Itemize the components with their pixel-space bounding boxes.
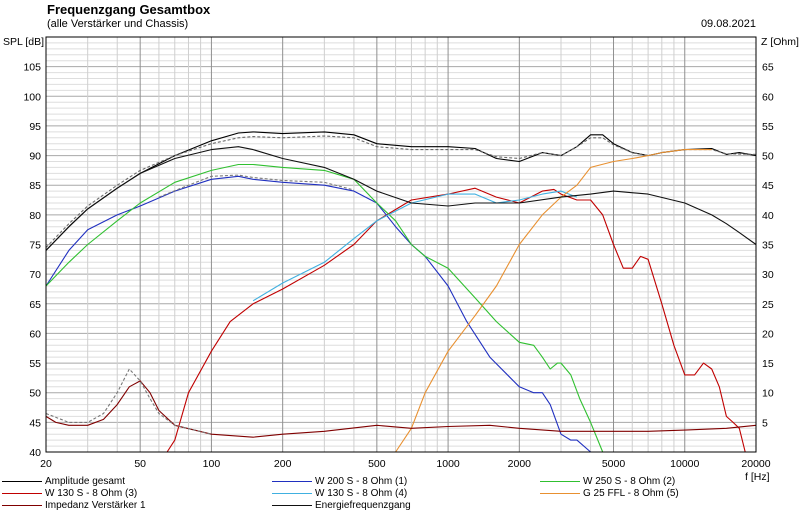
series-line-w-250-s-8-ohm-2 [45, 163, 604, 453]
y-tick-label-left: 60 [29, 328, 41, 340]
y-tick-label-right: 10 [762, 388, 774, 400]
plot-frame [45, 36, 757, 453]
x-tick-label: 10000 [670, 458, 699, 470]
grid [46, 37, 756, 452]
y-tick-label-right: 20 [762, 328, 774, 340]
legend-item-energiefrequenzgang: Energiefrequenzgang [272, 500, 411, 511]
legend-swatch [272, 505, 312, 506]
y-tick-label-left: 40 [29, 447, 41, 459]
x-axis-label: f [Hz] [745, 471, 770, 483]
y-tick-label-right: 5 [762, 417, 768, 429]
y-tick-label-left: 95 [29, 121, 41, 133]
series-line-impedanz-verst-rker-1 [45, 380, 757, 438]
series-line-impedanz-verst-rker-1-referenz [45, 368, 212, 435]
y-tick-label-left: 70 [29, 269, 41, 281]
series-line-energiefrequenzgang [45, 146, 757, 251]
y-tick-label-left: 80 [29, 210, 41, 222]
legend-swatch [2, 481, 42, 482]
x-tick-label: 500 [368, 458, 386, 470]
y-tick-label-left: 105 [23, 62, 41, 74]
y-tick-label-right: 55 [762, 121, 774, 133]
y-tick-label-left: 45 [29, 417, 41, 429]
chart-title: Frequenzgang Gesamtbox [47, 2, 211, 17]
legend-label: W 200 S - 8 Ohm (1) [315, 476, 408, 487]
legend-label: W 130 S - 8 Ohm (3) [45, 488, 138, 499]
x-tick-label: 20 [40, 458, 52, 470]
y-tick-label-left: 55 [29, 358, 41, 370]
x-tick-label: 200 [274, 458, 292, 470]
x-tick-label: 100 [203, 458, 221, 470]
x-tick-label: 5000 [602, 458, 626, 470]
series-line-w-130-s-8-ohm-4 [252, 190, 578, 302]
y-tick-label-left: 75 [29, 240, 41, 252]
legend-label: Impedanz Verstärker 1 [45, 500, 146, 511]
legend-item-w250s-2: W 250 S - 8 Ohm (2) [540, 476, 675, 487]
legend-swatch [540, 481, 580, 482]
legend-label: W 250 S - 8 Ohm (2) [583, 476, 676, 487]
y-tick-label-left: 90 [29, 151, 41, 163]
y-tick-label-right: 45 [762, 180, 774, 192]
y-tick-label-right: 60 [762, 91, 774, 103]
legend-swatch [2, 493, 42, 494]
y-tick-label-right: 40 [762, 210, 774, 222]
y-tick-label-right: 50 [762, 151, 774, 163]
legend-item-w130s-3: W 130 S - 8 Ohm (3) [2, 488, 137, 499]
legend-swatch [272, 481, 312, 482]
y-tick-label-right: 30 [762, 269, 774, 281]
chart-subtitle: (alle Verstärker und Chassis) [47, 18, 189, 30]
y-tick-label-right: 15 [762, 358, 774, 370]
legend-swatch [2, 505, 42, 506]
x-tick-label: 50 [134, 458, 146, 470]
legend-item-g25ffl-5: G 25 FFL - 8 Ohm (5) [540, 488, 679, 499]
x-tick-label: 2000 [508, 458, 532, 470]
y-tick-label-left: 50 [29, 388, 41, 400]
series-line-w-130-s-8-ohm-3 [150, 187, 746, 453]
legend-item-amplitude-gesamt: Amplitude gesamt [2, 476, 125, 487]
y-axis-label-left: SPL [dB] [3, 36, 45, 48]
y-axis-label-right: Z [Ohm] [761, 36, 799, 48]
x-tick-label: 1000 [436, 458, 460, 470]
legend: Amplitude gesamt W 200 S - 8 Ohm (1) W 2… [0, 474, 800, 512]
legend-label: W 130 S - 8 Ohm (4) [315, 488, 408, 499]
legend-item-impedanz: Impedanz Verstärker 1 [2, 500, 146, 511]
legend-label: Amplitude gesamt [45, 476, 126, 487]
y-tick-label-left: 85 [29, 180, 41, 192]
y-tick-label-right: 35 [762, 240, 774, 252]
legend-item-w200s-1: W 200 S - 8 Ohm (1) [272, 476, 407, 487]
y-tick-label-right: 65 [762, 62, 774, 74]
series-line-w-200-s-8-ohm-1-referenz [158, 174, 355, 198]
series-lines [45, 131, 757, 453]
series-line-w-200-s-8-ohm-1 [45, 175, 591, 453]
legend-item-w130s-4: W 130 S - 8 Ohm (4) [272, 488, 407, 499]
chart-date: 09.08.2021 [700, 18, 756, 30]
tick-labels: 20 50 100 200 500 1000 2000 5000 10000 20000 40 45 5… [23, 62, 773, 470]
legend-swatch [272, 493, 312, 494]
x-tick-label: 20000 [741, 458, 770, 470]
series-line-amplitude-gesamt-referenz [45, 135, 757, 248]
legend-label: G 25 FFL - 8 Ohm (5) [583, 488, 679, 499]
y-tick-label-left: 65 [29, 299, 41, 311]
legend-label: Energiefrequenzgang [315, 500, 411, 511]
y-tick-label-left: 100 [23, 91, 41, 103]
legend-swatch [540, 493, 580, 494]
y-tick-label-right: 25 [762, 299, 774, 311]
